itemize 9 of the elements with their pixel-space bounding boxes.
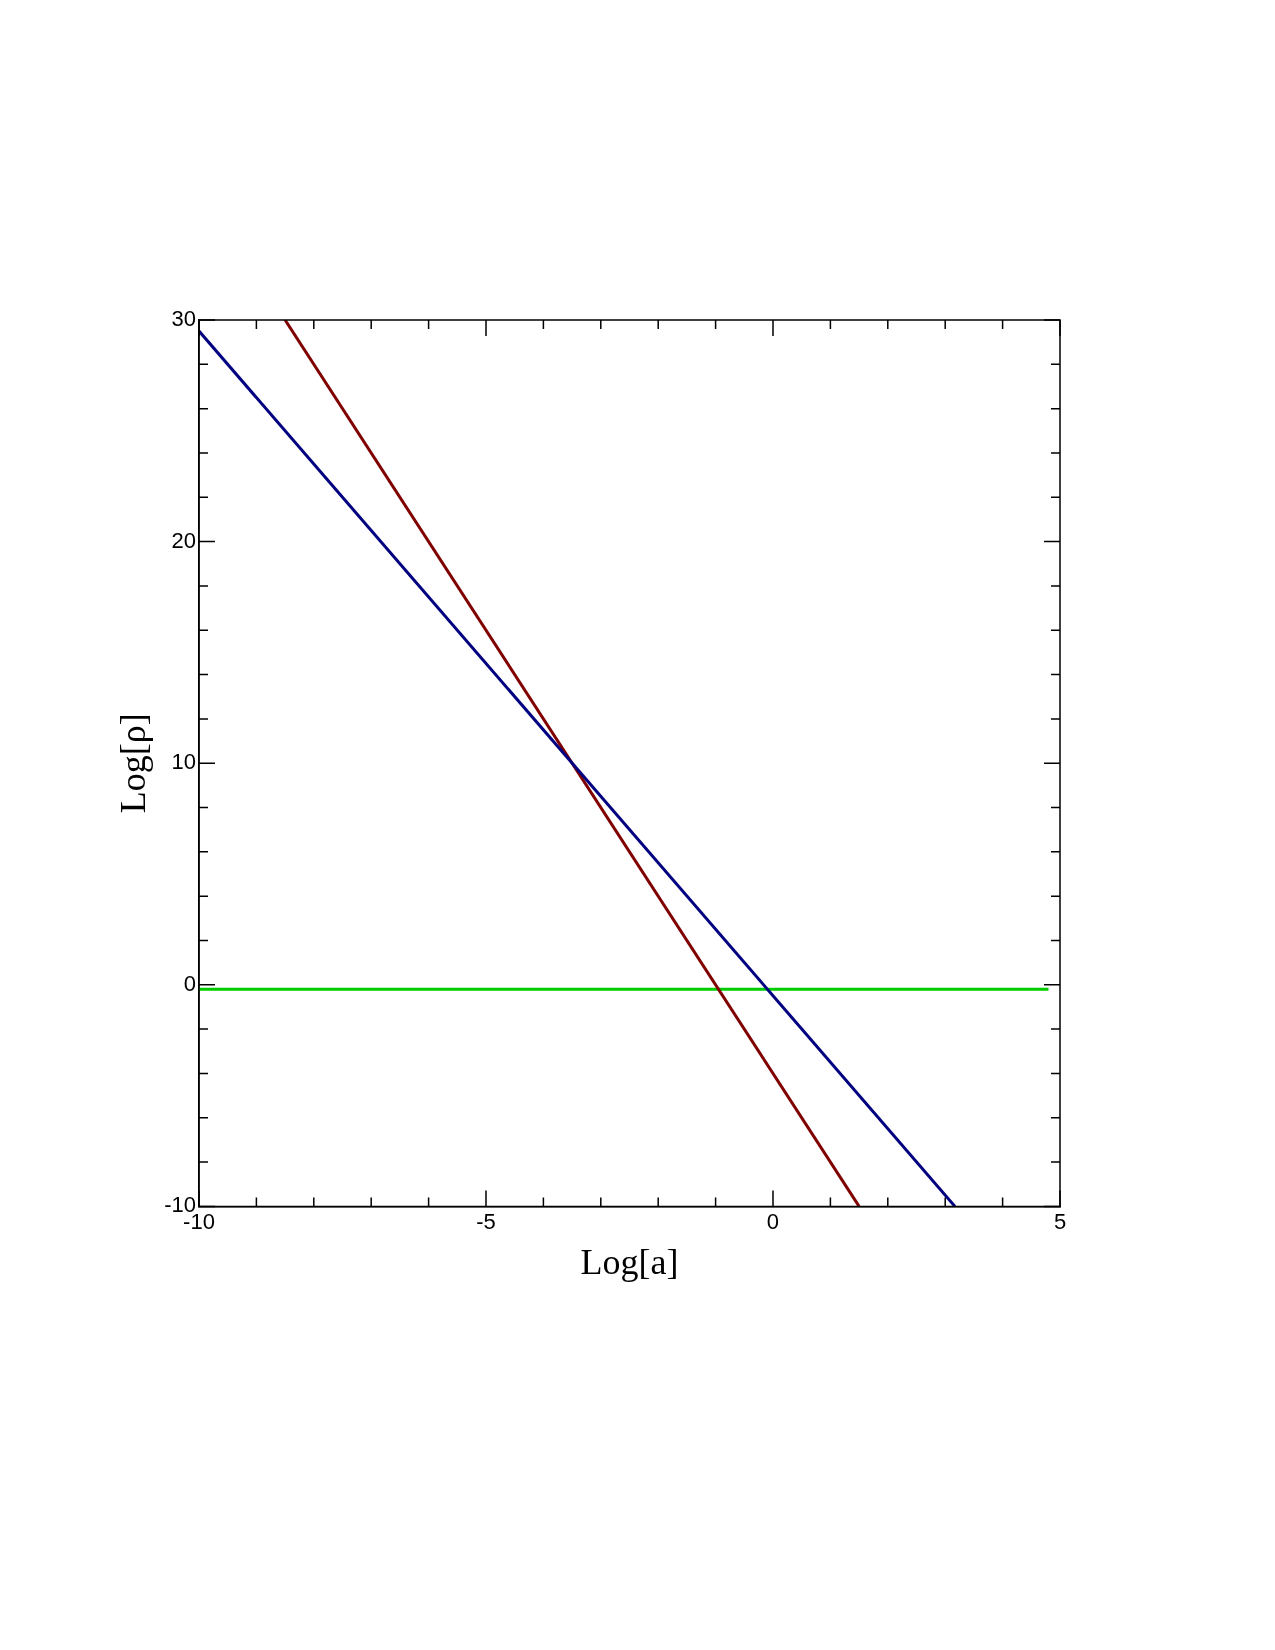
y-tick-label: 20 (171, 527, 196, 553)
y-tick-label: 30 (171, 306, 196, 332)
x-tick-label: 5 (1053, 1208, 1067, 1234)
x-axis-title: Log[a] (580, 1241, 679, 1282)
y-tick-label: 0 (183, 970, 196, 996)
x-tick-label: 0 (766, 1208, 780, 1234)
y-tick-label: 10 (171, 749, 196, 775)
x-tick-label: -5 (476, 1208, 496, 1234)
y-axis-title: Log[ρ] (113, 713, 154, 814)
